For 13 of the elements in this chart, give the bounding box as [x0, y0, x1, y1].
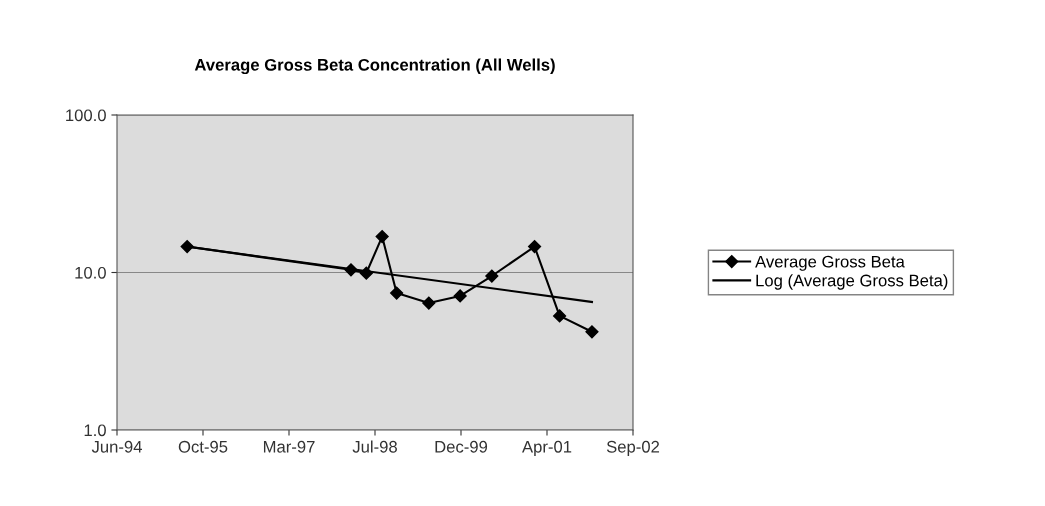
x-tick-label: Jun-94 [91, 440, 142, 453]
legend-label: Average Gross Beta [755, 255, 905, 271]
chart-title: Average Gross Beta Concentration (All Wells) [194, 58, 555, 75]
y-tick-label: 100.0 [66, 109, 106, 122]
x-tick-label: Mar-97 [263, 440, 315, 453]
y-tick-label: 10.0 [75, 266, 106, 279]
x-tick-label: Sep-02 [606, 440, 660, 456]
x-tick-label: Apr-01 [522, 440, 572, 456]
x-tick-label: Dec-99 [435, 440, 488, 453]
x-tick-label: Oct-95 [178, 440, 228, 453]
legend-label: Log (Average Gross Beta) [756, 274, 948, 290]
x-tick-label: Jul-98 [352, 440, 397, 453]
y-tick-label: 1.0 [84, 424, 106, 437]
